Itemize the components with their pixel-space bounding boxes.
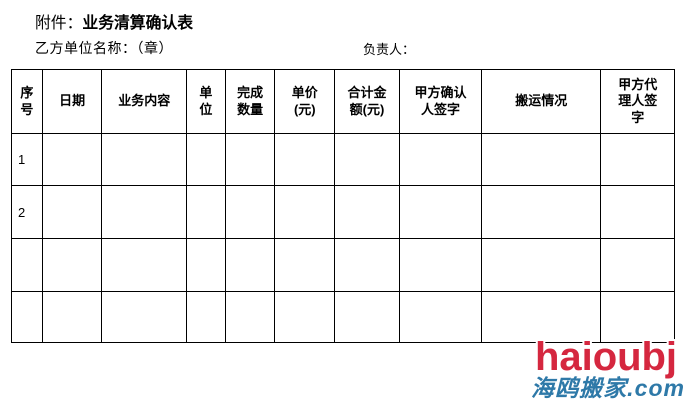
svg-text:haioubj: haioubj	[535, 335, 677, 379]
svg-text:海鸥搬家.com: 海鸥搬家.com	[531, 375, 684, 401]
